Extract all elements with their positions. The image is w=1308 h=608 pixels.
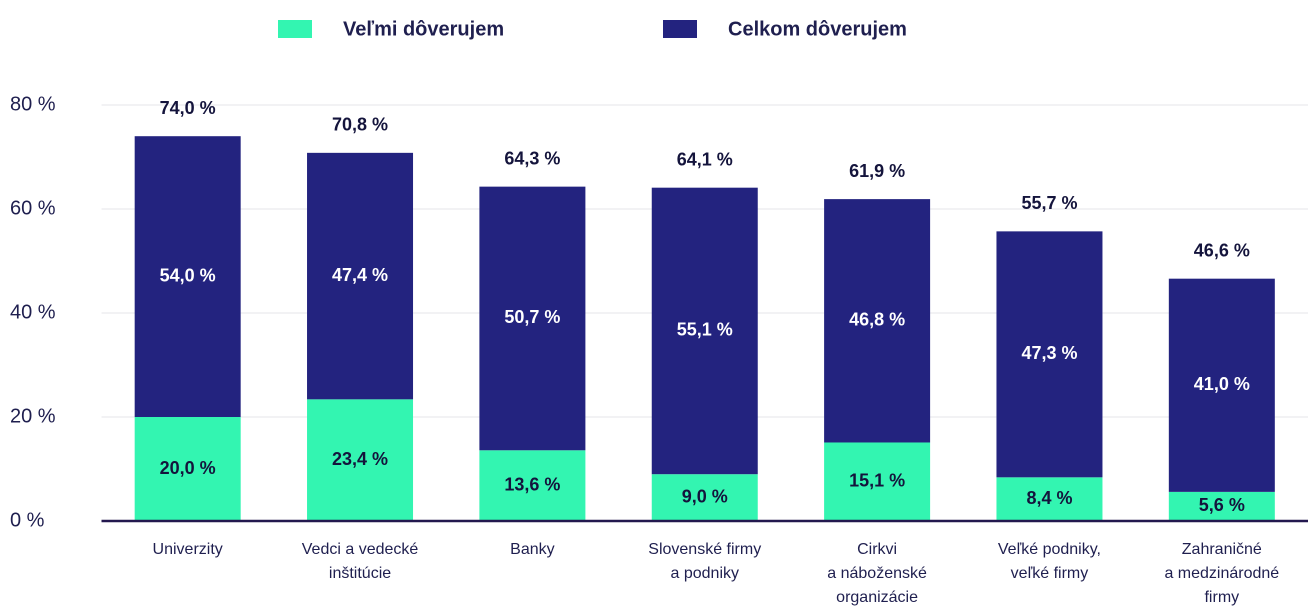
legend-swatch xyxy=(663,20,697,38)
total-label: 64,1 % xyxy=(677,149,733,169)
total-label: 70,8 % xyxy=(332,115,388,135)
y-tick-label: 60 % xyxy=(10,197,56,219)
bar-segment xyxy=(824,442,931,521)
y-tick-label: 20 % xyxy=(10,405,56,427)
y-tick-label: 0 % xyxy=(10,509,45,531)
x-tick-label: Univerzity xyxy=(152,541,223,558)
x-tick-label: Cirkvi a náboženské organizácie xyxy=(827,541,927,606)
y-tick-label: 80 % xyxy=(10,93,56,115)
total-label: 55,7 % xyxy=(1021,193,1077,213)
value-label: 47,3 % xyxy=(1021,343,1077,363)
total-label: 61,9 % xyxy=(849,161,905,181)
value-label: 41,0 % xyxy=(1194,374,1250,394)
bar-segment xyxy=(307,399,414,521)
x-tick-label: Banky xyxy=(510,541,555,558)
value-label: 9,0 % xyxy=(682,486,728,506)
value-label: 47,4 % xyxy=(332,265,388,285)
x-tick-label: Veľké podniky, veľké firmy xyxy=(997,541,1101,582)
y-tick-label: 40 % xyxy=(10,301,56,323)
legend-swatch xyxy=(278,20,312,38)
bar-segment xyxy=(134,136,241,417)
x-tick-label: Zahraničné a medzinárodné firmy xyxy=(1164,541,1280,606)
value-label: 50,7 % xyxy=(504,307,560,327)
total-label: 74,0 % xyxy=(160,98,216,118)
bar-segment xyxy=(1168,491,1275,521)
bar-segment xyxy=(479,186,586,451)
x-tick-label: Vedci a vedecké inštitúcie xyxy=(301,541,419,582)
bar-segment xyxy=(651,187,758,475)
bar-segment xyxy=(307,152,414,400)
bar-segment xyxy=(824,199,931,443)
bar-segment xyxy=(651,474,758,521)
value-label: 20,0 % xyxy=(160,458,216,478)
legend-label: Veľmi dôverujem xyxy=(343,18,504,40)
legend-label: Celkom dôverujem xyxy=(728,18,907,40)
total-label: 64,3 % xyxy=(504,148,560,168)
value-label: 15,1 % xyxy=(849,470,905,490)
total-label: 46,6 % xyxy=(1194,240,1250,260)
value-label: 13,6 % xyxy=(504,474,560,494)
bar-segment xyxy=(996,231,1103,478)
value-label: 54,0 % xyxy=(160,265,216,285)
value-label: 8,4 % xyxy=(1026,488,1072,508)
bar-segment xyxy=(1168,278,1275,492)
value-label: 55,1 % xyxy=(677,320,733,340)
bar-segment xyxy=(479,450,586,521)
bar-segment xyxy=(134,417,241,521)
x-tick-label: Slovenské firmy a podniky xyxy=(648,541,762,582)
bar-segment xyxy=(996,477,1103,521)
value-label: 5,6 % xyxy=(1199,495,1245,515)
value-label: 46,8 % xyxy=(849,310,905,330)
value-label: 23,4 % xyxy=(332,449,388,469)
